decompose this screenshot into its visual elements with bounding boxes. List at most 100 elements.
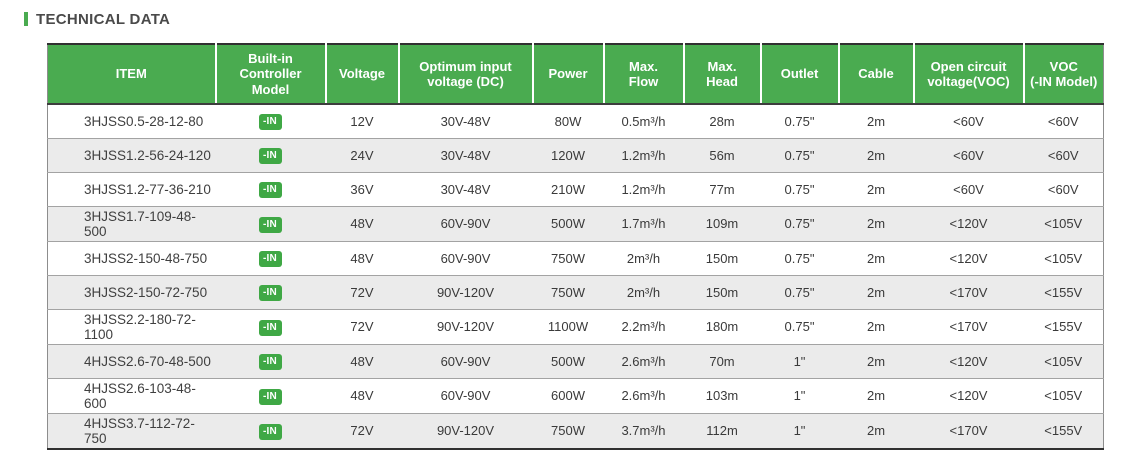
table-row: 3HJSS0.5-28-12-80 -IN 12V 30V-48V 80W 0.5m³/h… <box>47 104 1104 139</box>
cell-power: 500W <box>532 206 604 242</box>
cell-voc_in: <60V <box>1023 172 1104 207</box>
controller-model-badge: -IN <box>259 388 282 405</box>
cell-item: 3HJSS1.2-56-24-120 <box>47 138 216 173</box>
cell-power: 80W <box>532 104 604 139</box>
cell-optimum: 60V-90V <box>398 241 533 276</box>
table-body: 3HJSS0.5-28-12-80 -IN 12V 30V-48V 80W 0.5m³/h… <box>47 104 1104 449</box>
cell-cable: 2m <box>838 172 914 207</box>
cell-controller: -IN <box>215 378 326 414</box>
cell-voc_in: <155V <box>1023 275 1104 310</box>
cell-voltage: 12V <box>325 104 399 139</box>
col-header-voc_in: VOC (-IN Model) <box>1023 44 1104 105</box>
cell-controller: -IN <box>215 104 326 139</box>
cell-controller: -IN <box>215 309 326 345</box>
cell-power: 750W <box>532 241 604 276</box>
col-header-outlet: Outlet <box>760 44 840 105</box>
table-row: 4HJSS2.6-70-48-500 -IN 48V 60V-90V 500W 2.6m³… <box>47 344 1104 379</box>
cell-voc: <60V <box>913 172 1024 207</box>
table-row: 3HJSS1.7-109-48-500 -IN 48V 60V-90V 500W 1.7m… <box>47 206 1104 242</box>
cell-optimum: 60V-90V <box>398 378 533 414</box>
cell-cable: 2m <box>838 344 914 379</box>
cell-max_flow: 1.2m³/h <box>603 172 684 207</box>
cell-voltage: 48V <box>325 206 399 242</box>
cell-max_head: 150m <box>683 275 761 310</box>
cell-max_head: 77m <box>683 172 761 207</box>
cell-voc_in: <155V <box>1023 309 1104 345</box>
controller-model-badge: -IN <box>259 182 282 198</box>
header-row: ITEM Built-in Controller Model Voltage Opti… <box>47 44 1104 105</box>
cell-max_head: 150m <box>683 241 761 276</box>
col-header-optimum: Optimum input voltage (DC) <box>398 44 534 105</box>
cell-optimum: 30V-48V <box>398 172 533 207</box>
cell-voc_in: <60V <box>1023 104 1104 139</box>
cell-outlet: 0.75" <box>760 172 839 207</box>
cell-max_flow: 2.6m³/h <box>603 344 684 379</box>
cell-max_head: 180m <box>683 309 761 345</box>
cell-voc_in: <105V <box>1023 378 1104 414</box>
page-title: TECHNICAL DATA <box>36 10 171 28</box>
cell-optimum: 90V-120V <box>398 309 533 345</box>
table-row: 3HJSS2-150-72-750 -IN 72V 90V-120V 750W 2m³/h… <box>47 275 1104 310</box>
cell-max_flow: 3.7m³/h <box>603 413 684 449</box>
controller-model-badge: -IN <box>259 148 282 164</box>
cell-voc: <120V <box>913 344 1024 379</box>
technical-data-page: TECHNICAL DATA ITEM Built-in Controller M… <box>24 10 1104 450</box>
cell-cable: 2m <box>838 138 914 173</box>
cell-power: 600W <box>532 378 604 414</box>
cell-cable: 2m <box>838 413 914 449</box>
cell-optimum: 60V-90V <box>398 206 533 242</box>
cell-voltage: 72V <box>325 275 399 310</box>
cell-outlet: 1" <box>760 413 839 449</box>
cell-item: 3HJSS1.2-77-36-210 <box>47 172 216 207</box>
cell-controller: -IN <box>215 241 326 276</box>
cell-voc: <120V <box>913 206 1024 242</box>
cell-item: 3HJSS1.7-109-48-500 <box>47 206 216 242</box>
cell-voc_in: <60V <box>1023 138 1104 173</box>
cell-controller: -IN <box>215 344 326 379</box>
cell-optimum: 60V-90V <box>398 344 533 379</box>
controller-model-badge: -IN <box>259 114 282 131</box>
cell-voc_in: <105V <box>1023 241 1104 276</box>
cell-max_flow: 2m³/h <box>603 275 684 310</box>
cell-voltage: 48V <box>325 344 399 379</box>
cell-voc: <170V <box>913 413 1024 449</box>
col-header-voc: Open circuit voltage(VOC) <box>913 44 1025 105</box>
controller-model-badge: -IN <box>259 354 282 370</box>
cell-cable: 2m <box>838 241 914 276</box>
cell-cable: 2m <box>838 104 914 139</box>
cell-item: 3HJSS2.2-180-72-1100 <box>47 309 216 345</box>
cell-voc: <60V <box>913 104 1024 139</box>
col-header-max_flow: Max. Flow <box>603 44 685 105</box>
cell-voc: <170V <box>913 309 1024 345</box>
cell-optimum: 90V-120V <box>398 413 533 449</box>
table-row: 3HJSS1.2-77-36-210 -IN 36V 30V-48V 210W 1.2m³… <box>47 172 1104 207</box>
col-header-controller: Built-in Controller Model <box>215 44 327 105</box>
cell-power: 210W <box>532 172 604 207</box>
cell-max_flow: 0.5m³/h <box>603 104 684 139</box>
cell-outlet: 0.75" <box>760 241 839 276</box>
cell-voltage: 24V <box>325 138 399 173</box>
cell-max_flow: 2.6m³/h <box>603 378 684 414</box>
cell-outlet: 0.75" <box>760 309 839 345</box>
cell-controller: -IN <box>215 172 326 207</box>
col-header-voltage: Voltage <box>325 44 400 105</box>
table-header: ITEM Built-in Controller Model Voltage Opti… <box>47 44 1104 105</box>
cell-max_head: 56m <box>683 138 761 173</box>
cell-cable: 2m <box>838 275 914 310</box>
table-row: 3HJSS2.2-180-72-1100 -IN 72V 90V-120V 1100W 2… <box>47 309 1104 345</box>
cell-outlet: 1" <box>760 344 839 379</box>
cell-outlet: 0.75" <box>760 104 839 139</box>
cell-max_flow: 2m³/h <box>603 241 684 276</box>
controller-model-badge: -IN <box>259 216 282 233</box>
cell-power: 750W <box>532 275 604 310</box>
controller-model-badge: -IN <box>259 319 282 336</box>
technical-data-table: ITEM Built-in Controller Model Voltage Opti… <box>47 43 1104 450</box>
cell-item: 3HJSS2-150-72-750 <box>47 275 216 310</box>
table-row: 4HJSS3.7-112-72-750 -IN 72V 90V-120V 750W 3.7… <box>47 413 1104 449</box>
table-row: 3HJSS2-150-48-750 -IN 48V 60V-90V 750W 2m³/h 1… <box>47 241 1104 276</box>
cell-controller: -IN <box>215 413 326 449</box>
cell-voc: <60V <box>913 138 1024 173</box>
cell-power: 120W <box>532 138 604 173</box>
cell-item: 4HJSS2.6-103-48-600 <box>47 378 216 414</box>
cell-voltage: 48V <box>325 241 399 276</box>
